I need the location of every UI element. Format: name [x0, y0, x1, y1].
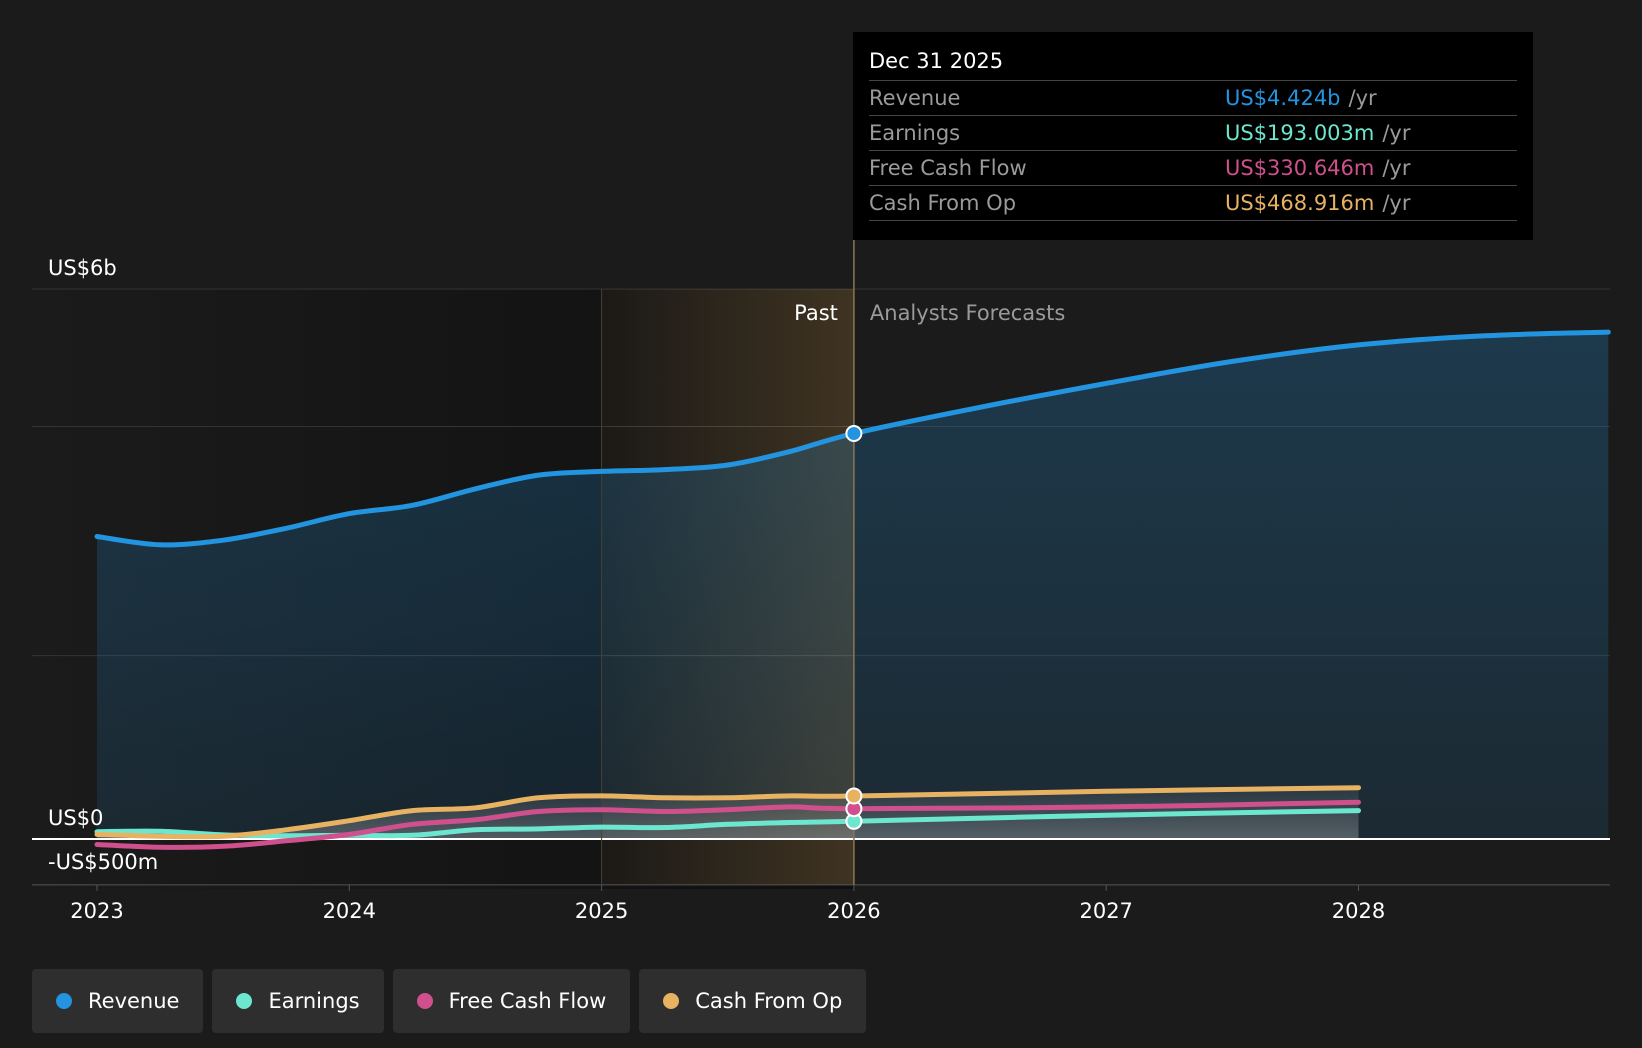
legend-item-cash-from-op[interactable]: Cash From Op — [639, 969, 867, 1033]
free-cash-flow-line — [94, 799, 1361, 850]
y-axis-label: US$0 — [48, 806, 103, 830]
forecast-label: Analysts Forecasts — [870, 301, 1065, 325]
legend-label: Free Cash Flow — [448, 989, 607, 1013]
x-tick-label: 2026 — [827, 899, 880, 923]
cash-from-op-dot-icon — [663, 993, 680, 1009]
tooltip-value: US$193.003m — [1225, 121, 1375, 145]
past-label: Past — [794, 301, 838, 325]
cash-from-op-line — [94, 785, 1361, 840]
tooltip-row-revenue: Revenue US$4.424b /yr — [869, 81, 1517, 116]
tooltip-unit: /yr — [1382, 156, 1411, 180]
revenue-point[interactable] — [845, 424, 863, 442]
tooltip-row-earnings: Earnings US$193.003m /yr — [869, 116, 1517, 151]
tooltip-label: Revenue — [869, 86, 961, 110]
tooltip-label: Free Cash Flow — [869, 156, 1027, 180]
x-tick-label: 2023 — [70, 899, 123, 923]
x-tick-label: 2028 — [1332, 899, 1385, 923]
tooltip-label: Earnings — [869, 121, 961, 145]
tooltip-row-cash-from-op: Cash From Op US$468.916m /yr — [869, 186, 1517, 221]
tooltip-unit: /yr — [1382, 191, 1411, 215]
legend-item-revenue[interactable]: Revenue — [32, 969, 204, 1033]
legend-label: Revenue — [88, 989, 180, 1013]
legend-item-free-cash-flow[interactable]: Free Cash Flow — [392, 969, 631, 1033]
free-cash-flow-dot-icon — [416, 993, 433, 1009]
x-tick-label: 2024 — [323, 899, 376, 923]
tooltip-unit: /yr — [1382, 121, 1411, 145]
tooltip-value: US$330.646m — [1225, 156, 1375, 180]
legend-label: Earnings — [268, 989, 360, 1013]
earnings-line — [94, 808, 1361, 839]
y-axis-label: US$6b — [48, 256, 117, 280]
revenue-dot-icon — [56, 993, 72, 1009]
revenue-area — [97, 332, 1609, 839]
legend-label: Cash From Op — [695, 989, 843, 1013]
tooltip-unit: /yr — [1348, 86, 1377, 110]
revenue-line — [94, 329, 1611, 548]
tooltip-date: Dec 31 2025 — [869, 46, 1517, 81]
earnings-dot-icon — [236, 993, 253, 1009]
tooltip-value: US$468.916m — [1225, 191, 1375, 215]
legend-item-earnings[interactable]: Earnings — [212, 969, 384, 1033]
x-tick-label: 2027 — [1079, 899, 1132, 923]
x-tick-label: 2025 — [575, 899, 628, 923]
tooltip: Dec 31 2025 Revenue US$4.424b /yr Earnin… — [853, 32, 1533, 240]
cash-from-op-point[interactable] — [845, 787, 863, 805]
y-axis-label: -US$500m — [48, 850, 158, 874]
tooltip-label: Cash From Op — [869, 191, 1017, 215]
tooltip-row-free-cash-flow: Free Cash Flow US$330.646m /yr — [869, 151, 1517, 186]
tooltip-value: US$4.424b — [1225, 86, 1341, 110]
legend: Revenue Earnings Free Cash Flow Cash Fro… — [32, 969, 867, 1033]
